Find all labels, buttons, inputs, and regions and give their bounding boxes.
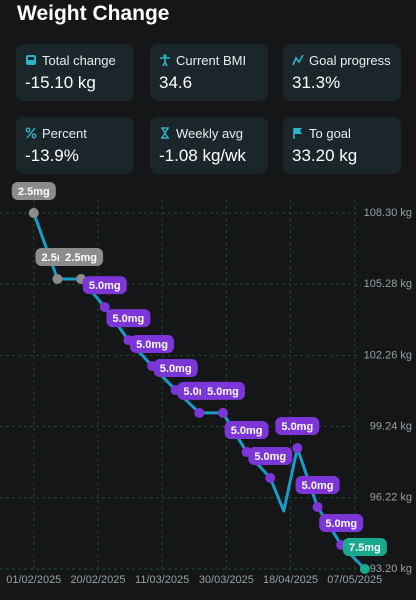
pill-bg	[200, 381, 245, 400]
pill-bg	[59, 248, 104, 267]
y-tick-label: 93.20 kg	[370, 563, 412, 575]
pill-bg	[319, 513, 364, 532]
stat-card: Total change -15.10 kg	[16, 44, 134, 101]
stat-value: -13.9%	[25, 146, 79, 165]
x-tick-label: 18/04/2025	[263, 574, 318, 586]
dose-pill: 2.5mg	[11, 182, 56, 200]
pill-bg	[82, 276, 127, 295]
stat-label: Weekly avg	[176, 126, 243, 141]
dose-pill: 5.0mg	[130, 335, 175, 354]
pill-bg	[11, 182, 56, 200]
pill-bg	[153, 359, 198, 378]
stat-card: Percent -13.9%	[16, 117, 134, 174]
dose-pill: 5.0mg	[319, 513, 364, 532]
data-point	[292, 443, 303, 454]
dose-pill: 5.0mg	[200, 381, 245, 400]
x-tick-label: 01/02/2025	[6, 574, 61, 586]
data-point	[52, 274, 63, 285]
stat-label: Current BMI	[176, 53, 247, 68]
pill-bg	[275, 417, 320, 436]
data-point	[312, 501, 323, 512]
data-point	[217, 407, 228, 418]
stat-label: Percent	[42, 126, 87, 141]
pill-bg	[106, 309, 151, 328]
dose-pill: 5.0mg	[82, 276, 127, 295]
icon	[292, 54, 304, 66]
dose-pill: 5.0mg	[295, 475, 340, 494]
dose-pill: 5.0mg	[224, 421, 269, 440]
y-tick-label: 99.24 kg	[370, 421, 412, 433]
stat-card: To goal 33.20 kg	[283, 117, 401, 174]
dose-label: 5.0mg	[136, 339, 168, 351]
icon	[160, 54, 170, 66]
dose-pill: 5.0mg	[248, 446, 293, 465]
x-tick-label: 07/05/2025	[327, 574, 382, 586]
dose-pill: 7.5mg	[342, 538, 387, 556]
stat-label: Goal progress	[309, 53, 391, 68]
icon	[161, 127, 169, 139]
dose-label: 5.0mg	[207, 386, 239, 398]
page-title: Weight Change	[17, 2, 170, 25]
pill-bg	[342, 538, 387, 556]
dose-label: 5.0mg	[325, 518, 357, 530]
dose-label: 7.5mg	[349, 542, 381, 554]
stat-card: Weekly avg -1.08 kg/wk	[150, 117, 268, 174]
stat-card: Current BMI 34.6	[150, 44, 268, 101]
data-point	[359, 564, 370, 574]
pill-bg	[295, 475, 340, 494]
pill-bg	[248, 446, 293, 465]
dose-pill: 2.5mg	[59, 248, 104, 267]
y-tick-label: 96.22 kg	[370, 492, 412, 504]
dose-pill: 5.0mg	[106, 309, 151, 328]
data-point	[265, 472, 276, 483]
dose-label: 5.0mg	[112, 313, 144, 325]
dose-pill: 5.0mg	[275, 417, 320, 436]
stat-value: -15.10 kg	[25, 73, 96, 92]
dose-label: 5.0mg	[160, 363, 192, 375]
dose-label: 5.0mg	[254, 451, 286, 463]
dose-label: 2.5mg	[65, 252, 97, 264]
data-point	[28, 208, 39, 218]
x-tick-label: 11/03/2025	[135, 574, 189, 586]
data-point	[99, 302, 110, 313]
stat-value: 31.3%	[292, 73, 341, 92]
data-point	[194, 407, 205, 418]
icon	[26, 55, 36, 65]
stat-value: 33.20 kg	[292, 146, 358, 165]
y-tick-label: 105.28 kg	[364, 278, 412, 290]
dose-label: 5.0mg	[281, 421, 313, 433]
dose-pill: 5.0mg	[153, 359, 198, 378]
x-tick-label: 20/02/2025	[70, 574, 125, 586]
pill-bg	[130, 335, 175, 354]
dose-label: 5.0mg	[302, 480, 334, 492]
stat-value: -1.08 kg/wk	[159, 146, 246, 165]
dose-label: 2.5mg	[18, 186, 50, 198]
y-tick-label: 102.26 kg	[364, 349, 412, 361]
icon	[293, 128, 302, 139]
chart: 108.30 kg 105.28 kg 102.26 kg 99.24 kg 96.22…	[0, 182, 412, 586]
stat-label: To goal	[309, 126, 351, 141]
stat-label: Total change	[42, 53, 116, 68]
y-tick-label: 108.30 kg	[364, 207, 412, 219]
dose-label: 5.0mg	[89, 280, 121, 292]
stat-card: Goal progress 31.3%	[283, 44, 401, 101]
pill-bg	[224, 421, 269, 440]
stat-value: 34.6	[159, 73, 193, 92]
icon	[25, 127, 37, 139]
x-tick-label: 30/03/2025	[199, 574, 254, 586]
dose-label: 5.0mg	[231, 425, 263, 437]
